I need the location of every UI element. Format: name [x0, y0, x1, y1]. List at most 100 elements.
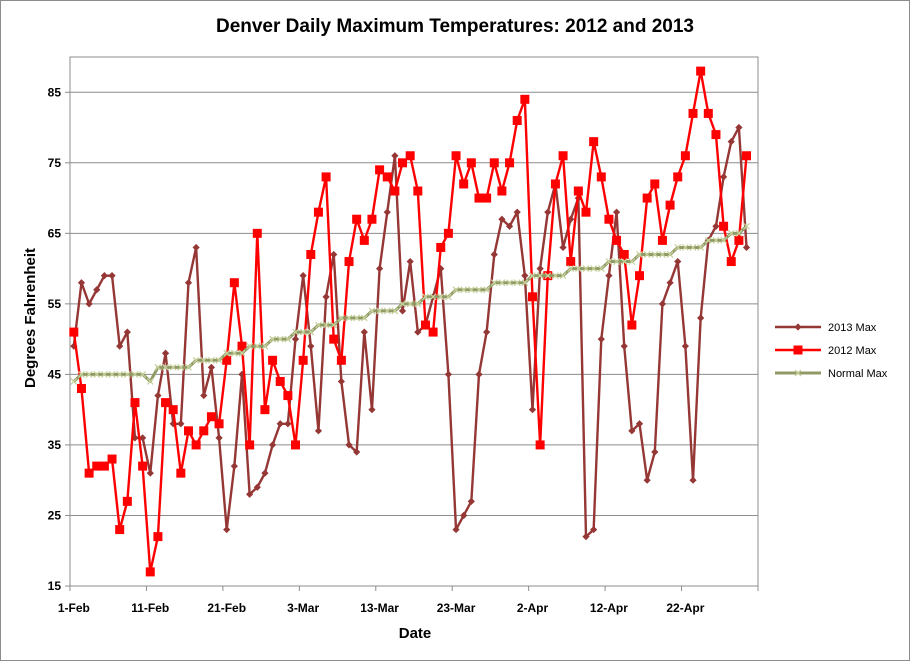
data-point: [145, 567, 155, 577]
data-point: [666, 279, 674, 287]
data-point: [597, 335, 605, 343]
data-point: [651, 448, 659, 456]
data-point: [727, 138, 735, 146]
data-point: [352, 214, 362, 224]
data-point: [627, 320, 637, 330]
data-point: [237, 341, 247, 351]
data-point: [406, 257, 414, 266]
data-point: [650, 179, 660, 189]
data-point: [84, 468, 94, 478]
y-tick-label: 55: [48, 297, 62, 311]
y-tick-label: 85: [48, 85, 62, 99]
legend-marker: [794, 369, 802, 377]
data-point: [443, 228, 453, 238]
data-point: [184, 279, 193, 287]
data-point: [70, 377, 78, 385]
y-tick-label: 75: [48, 156, 62, 170]
data-point: [635, 271, 645, 281]
data-point: [590, 265, 598, 273]
data-point: [107, 454, 117, 464]
data-point: [299, 272, 307, 280]
data-point: [284, 420, 292, 428]
data-point: [162, 363, 170, 371]
data-point: [735, 229, 743, 237]
data-point: [314, 427, 323, 435]
data-point: [368, 307, 376, 315]
data-point: [253, 342, 261, 350]
x-tick-label: 23-Mar: [437, 601, 476, 615]
legend-item: 2012 Max: [775, 345, 877, 357]
legend-label: 2013 Max: [828, 322, 877, 334]
data-point: [483, 328, 491, 336]
data-point: [528, 406, 537, 414]
data-point: [268, 441, 277, 449]
data-point: [697, 314, 705, 322]
data-point: [720, 173, 728, 181]
data-point: [245, 440, 255, 450]
data-point: [246, 342, 254, 350]
data-point: [99, 461, 109, 471]
data-point: [337, 377, 345, 386]
data-point: [474, 193, 484, 203]
data-point: [696, 66, 706, 76]
data-point: [77, 279, 86, 287]
data-point: [85, 370, 93, 378]
y-axis-title: Degrees Fahrenheit: [22, 248, 39, 388]
x-tick-label: 12-Apr: [590, 601, 628, 615]
data-point: [742, 151, 752, 161]
data-point: [359, 235, 369, 245]
data-point: [360, 314, 368, 322]
data-point: [314, 321, 322, 329]
x-tick-label: 3-Mar: [287, 601, 319, 615]
data-point: [200, 356, 208, 364]
data-point: [146, 469, 154, 477]
data-point: [306, 249, 316, 259]
data-point: [269, 335, 277, 343]
data-point: [460, 286, 468, 294]
legend-marker: [794, 323, 802, 331]
data-point: [467, 286, 475, 294]
data-point: [230, 462, 238, 470]
series-line: [72, 69, 748, 574]
data-point: [498, 215, 506, 223]
data-point: [536, 265, 544, 273]
data-point: [422, 293, 429, 301]
data-point: [674, 243, 682, 251]
data-point: [475, 370, 483, 378]
data-point: [123, 370, 131, 378]
data-point: [628, 427, 636, 435]
data-point: [482, 193, 492, 203]
plot-area: [69, 56, 759, 587]
legend-item: Normal Max: [775, 368, 888, 380]
data-point: [520, 94, 530, 104]
data-point: [581, 207, 591, 217]
data-point: [116, 342, 124, 350]
data-point: [582, 533, 590, 541]
data-point: [168, 405, 178, 415]
data-point: [146, 377, 154, 385]
data-point: [505, 222, 514, 230]
data-point: [337, 314, 345, 322]
data-point: [153, 532, 163, 542]
data-point: [521, 272, 529, 280]
data-point: [78, 370, 85, 378]
data-point: [307, 328, 315, 336]
data-point: [399, 300, 406, 308]
data-point: [506, 279, 514, 287]
data-point: [253, 483, 261, 491]
data-point: [613, 258, 621, 266]
data-point: [665, 200, 675, 210]
data-point: [489, 158, 499, 168]
data-point: [336, 355, 346, 365]
data-point: [529, 272, 536, 280]
data-point: [375, 165, 385, 175]
data-point: [643, 251, 651, 258]
y-tick-label: 25: [48, 508, 62, 522]
x-tick-label: 2-Apr: [517, 601, 549, 615]
data-point: [192, 243, 200, 252]
data-point: [673, 172, 683, 182]
data-point: [230, 349, 238, 357]
data-point: [406, 300, 414, 308]
data-point: [566, 257, 576, 267]
